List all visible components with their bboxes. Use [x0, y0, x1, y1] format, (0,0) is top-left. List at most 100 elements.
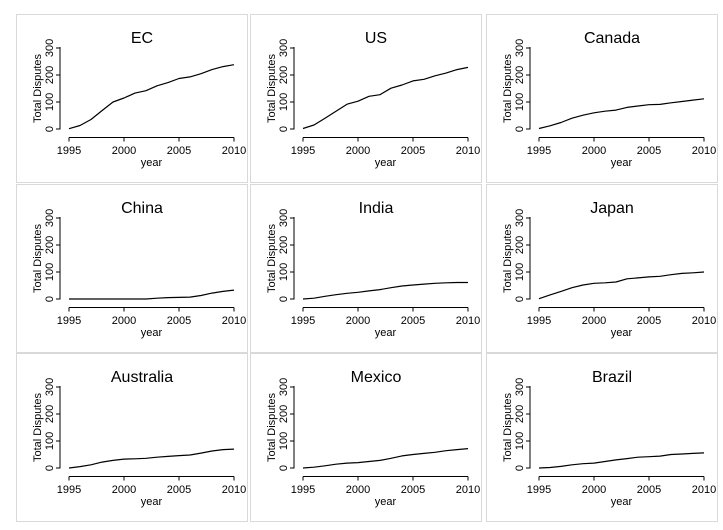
x-axis-label: year	[611, 157, 633, 169]
x-axis-label: year	[375, 327, 397, 339]
y-tick-label: 100	[44, 93, 56, 111]
series-line-brazil	[538, 452, 705, 469]
y-tick-label: 0	[278, 465, 290, 471]
y-tick-label: 0	[44, 465, 56, 471]
y-tick-label: 0	[514, 465, 526, 471]
panel-frame	[486, 14, 718, 183]
x-tick-label: 2000	[112, 484, 136, 496]
y-tick-label: 0	[278, 296, 290, 302]
x-tick-label: 2000	[112, 315, 136, 327]
x-tick-label: 1995	[527, 145, 551, 157]
panel-title: India	[359, 200, 394, 217]
y-tick-label: 300	[278, 378, 290, 396]
x-tick-label: 2010	[692, 484, 716, 496]
series-line-mexico	[302, 448, 469, 469]
y-axis-label: Total Disputes	[266, 392, 278, 462]
y-tick-label: 100	[278, 432, 290, 450]
panel-frame	[250, 184, 482, 353]
x-tick-label: 1995	[527, 315, 551, 327]
y-tick-label: 300	[44, 378, 56, 396]
y-tick-label: 300	[44, 39, 56, 57]
panel-title: Mexico	[351, 369, 402, 386]
panel-title: EC	[131, 30, 153, 47]
x-tick-label: 2010	[692, 315, 716, 327]
series-line-australia	[68, 448, 235, 469]
x-tick-label: 2005	[637, 315, 661, 327]
panel-frame	[250, 353, 482, 522]
x-tick-label: 2000	[346, 315, 370, 327]
y-tick-label: 200	[44, 405, 56, 423]
x-tick-label: 2010	[456, 145, 480, 157]
y-axis-label: Total Disputes	[32, 392, 44, 462]
y-tick-label: 100	[514, 93, 526, 111]
x-tick-label: 2000	[582, 484, 606, 496]
x-tick-label: 2005	[401, 484, 425, 496]
panel-frame	[16, 353, 248, 522]
y-tick-label: 100	[44, 263, 56, 281]
series-line-japan	[538, 271, 705, 300]
y-tick-label: 200	[278, 66, 290, 84]
panel-title: China	[121, 200, 163, 217]
panel-frame	[486, 184, 718, 353]
y-tick-label: 0	[44, 126, 56, 132]
panel-frame	[250, 14, 482, 183]
x-tick-label: 1995	[57, 145, 81, 157]
x-axis-label: year	[141, 327, 163, 339]
panel-title: Japan	[590, 200, 634, 217]
x-tick-label: 2005	[637, 145, 661, 157]
y-tick-label: 100	[514, 263, 526, 281]
x-tick-label: 1995	[57, 484, 81, 496]
y-tick-label: 100	[514, 432, 526, 450]
y-tick-label: 0	[44, 296, 56, 302]
y-tick-label: 200	[514, 236, 526, 254]
x-tick-label: 2005	[401, 145, 425, 157]
x-tick-label: 2000	[112, 145, 136, 157]
y-tick-label: 200	[278, 405, 290, 423]
series-line-canada	[538, 98, 705, 130]
x-tick-label: 2000	[346, 145, 370, 157]
panel-title: Canada	[584, 30, 640, 47]
series-line-us	[302, 66, 469, 130]
x-tick-label: 2005	[167, 145, 191, 157]
x-axis-label: year	[375, 496, 397, 508]
x-tick-label: 1995	[291, 315, 315, 327]
x-axis-label: year	[141, 157, 163, 169]
x-tick-label: 2005	[167, 484, 191, 496]
y-axis-label: Total Disputes	[32, 53, 44, 123]
x-tick-label: 1995	[527, 484, 551, 496]
x-tick-label: 2010	[222, 145, 246, 157]
y-axis-label: Total Disputes	[32, 223, 44, 293]
y-tick-label: 200	[514, 66, 526, 84]
x-tick-label: 2005	[167, 315, 191, 327]
y-tick-label: 0	[514, 296, 526, 302]
panel-frame	[16, 14, 248, 183]
y-axis-label: Total Disputes	[266, 223, 278, 293]
y-tick-label: 300	[514, 39, 526, 57]
series-line-india	[302, 281, 468, 300]
panel-title: Australia	[111, 369, 173, 386]
y-axis-label: Total Disputes	[502, 392, 514, 462]
x-tick-label: 2000	[582, 315, 606, 327]
x-axis-label: year	[611, 327, 633, 339]
panel-title: Brazil	[592, 369, 632, 386]
panel-frame	[486, 353, 718, 522]
series-line-ec	[68, 64, 235, 130]
y-tick-label: 300	[514, 209, 526, 227]
x-tick-label: 2010	[692, 145, 716, 157]
x-tick-label: 2010	[222, 315, 246, 327]
y-tick-label: 100	[278, 93, 290, 111]
y-tick-label: 100	[278, 263, 290, 281]
y-tick-label: 300	[44, 209, 56, 227]
y-axis-label: Total Disputes	[502, 53, 514, 123]
x-tick-label: 1995	[291, 484, 315, 496]
x-tick-label: 2000	[582, 145, 606, 157]
